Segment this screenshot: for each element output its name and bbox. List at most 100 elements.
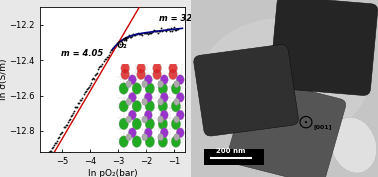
Point — [72, 106, 78, 109]
Point — [89, 78, 95, 81]
Circle shape — [145, 136, 155, 147]
Point — [174, 27, 180, 30]
Circle shape — [132, 83, 141, 94]
Point — [85, 86, 91, 89]
Point — [77, 98, 84, 101]
Point — [74, 105, 80, 108]
Circle shape — [176, 128, 184, 138]
Point — [101, 60, 107, 63]
Point — [115, 42, 121, 45]
Point — [132, 34, 138, 37]
Point — [160, 29, 166, 32]
Point — [98, 64, 104, 67]
Point — [139, 33, 146, 36]
Point — [148, 32, 154, 34]
Point — [149, 31, 155, 33]
Circle shape — [158, 81, 164, 88]
Circle shape — [126, 81, 132, 88]
FancyBboxPatch shape — [270, 0, 378, 95]
Circle shape — [158, 136, 167, 147]
Point — [172, 29, 178, 32]
Point — [141, 31, 147, 34]
Point — [49, 147, 55, 149]
Point — [121, 38, 127, 41]
Point — [107, 50, 113, 53]
Point — [154, 30, 160, 33]
Point — [60, 126, 67, 129]
Y-axis label: ln σ(S/m): ln σ(S/m) — [0, 59, 8, 100]
Point — [129, 35, 135, 38]
Point — [91, 78, 97, 80]
Circle shape — [160, 110, 168, 120]
Circle shape — [129, 110, 136, 120]
Point — [71, 110, 77, 113]
Circle shape — [174, 116, 180, 123]
Point — [161, 29, 167, 32]
Point — [126, 34, 132, 36]
Point — [59, 131, 65, 133]
Circle shape — [144, 92, 152, 102]
Circle shape — [158, 100, 167, 112]
Circle shape — [176, 110, 184, 120]
Point — [50, 146, 56, 149]
Point — [104, 56, 110, 59]
Circle shape — [176, 92, 184, 102]
Circle shape — [119, 83, 129, 94]
Point — [106, 54, 112, 57]
Point — [46, 151, 52, 154]
Point — [119, 38, 125, 41]
Point — [155, 32, 161, 35]
Point — [65, 121, 71, 124]
Point — [47, 150, 53, 153]
Text: 200 nm: 200 nm — [217, 148, 246, 154]
Point — [173, 28, 179, 31]
Point — [143, 31, 149, 34]
Circle shape — [158, 134, 164, 141]
Point — [52, 141, 58, 144]
Circle shape — [142, 116, 147, 123]
Point — [93, 73, 99, 75]
Point — [165, 28, 171, 31]
Circle shape — [126, 98, 132, 105]
Circle shape — [176, 75, 184, 85]
Point — [110, 46, 116, 49]
Circle shape — [169, 63, 177, 73]
Point — [42, 159, 48, 162]
Point — [133, 32, 139, 35]
FancyBboxPatch shape — [194, 45, 298, 136]
Point — [152, 30, 158, 33]
Point — [130, 33, 136, 36]
Point — [48, 149, 54, 152]
Point — [86, 86, 92, 89]
Point — [64, 123, 70, 126]
Point — [55, 137, 61, 140]
Circle shape — [121, 63, 130, 73]
Circle shape — [132, 136, 141, 147]
Point — [109, 49, 115, 52]
Point — [136, 33, 142, 36]
Point — [45, 155, 51, 157]
Point — [40, 162, 46, 164]
Circle shape — [171, 136, 181, 147]
Point — [96, 66, 102, 69]
Circle shape — [145, 100, 155, 112]
Circle shape — [142, 98, 147, 105]
Circle shape — [129, 92, 136, 102]
Circle shape — [142, 81, 147, 88]
Point — [158, 27, 164, 30]
Circle shape — [142, 134, 147, 141]
Circle shape — [126, 134, 132, 141]
Point — [69, 114, 75, 116]
Text: O₂: O₂ — [117, 37, 127, 50]
Circle shape — [158, 116, 164, 123]
Point — [79, 96, 85, 99]
Point — [44, 156, 50, 159]
Point — [81, 93, 87, 96]
Point — [90, 77, 96, 80]
Circle shape — [174, 81, 180, 88]
Point — [56, 136, 62, 138]
Point — [171, 25, 177, 28]
Point — [122, 37, 128, 40]
Point — [117, 43, 123, 46]
Point — [67, 118, 73, 121]
